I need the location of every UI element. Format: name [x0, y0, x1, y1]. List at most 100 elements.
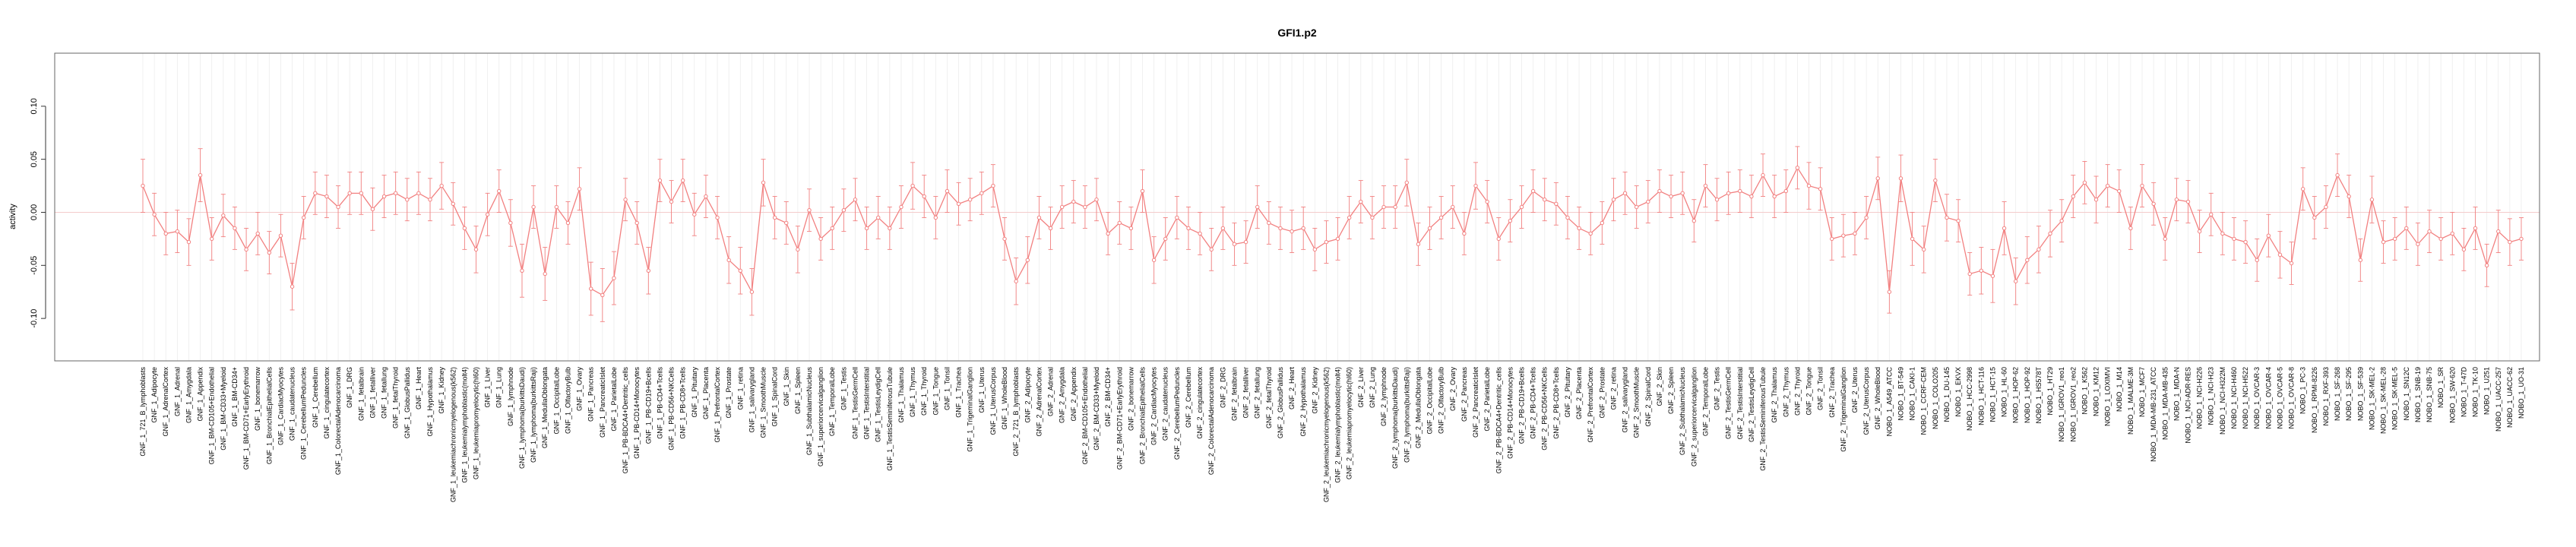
data-point	[1059, 204, 1065, 210]
data-point	[726, 258, 731, 263]
x-tick-label: GNF_2_CerebellumPeduncles	[1173, 367, 1181, 460]
x-tick-label: NOBO_1_HS578T	[2035, 367, 2043, 424]
x-tick-label: GNF_1_Pituitary	[691, 367, 698, 418]
data-point	[565, 220, 571, 226]
x-tick-label: NOBO_1_BT-549	[1897, 367, 1904, 421]
x-tick-label: GNF_2_lymphoma(burkittsRaji)	[1403, 367, 1410, 463]
data-point	[749, 289, 755, 294]
data-point	[818, 236, 823, 242]
x-tick-label: GNF_1_lymphnode	[507, 367, 514, 426]
x-tick-label: GNF_1_MedullaOblongata	[541, 367, 549, 448]
x-tick-label: NOBO_1_OVCAR-4	[2264, 367, 2272, 429]
x-tick-label: GNF_1_TestisGermCell	[851, 367, 859, 439]
data-point	[1887, 289, 1892, 294]
y-tick-label: 0.10	[30, 98, 39, 114]
x-tick-label: NOBO_1_SF-268	[2334, 367, 2341, 421]
x-tick-label: NOBO_1_SK-MEL-2	[2368, 367, 2375, 430]
data-point	[623, 198, 628, 202]
data-point	[290, 284, 295, 289]
data-point	[1370, 215, 1375, 220]
data-point	[1301, 226, 1305, 231]
data-point	[1209, 247, 1214, 252]
data-point	[991, 183, 995, 188]
data-point	[1186, 226, 1191, 231]
x-tick-label: GNF_1_Cerebellum	[312, 367, 319, 428]
x-tick-label: GNF_2_Ovary	[1449, 367, 1457, 412]
x-tick-label: GNF_2_bonemarrow	[1127, 367, 1135, 432]
x-tick-label: GNF_2_TrigeminalGanglion	[1840, 367, 1847, 452]
data-point	[1496, 236, 1501, 242]
x-tick-label: NOBO_1_LOXIMVI	[2104, 367, 2112, 426]
data-point	[163, 231, 168, 236]
data-point	[967, 198, 973, 202]
data-point	[2071, 194, 2075, 199]
x-tick-label: GNF_2_salivarygland	[1622, 367, 1629, 433]
x-tick-label: GNF_2_Prostate	[1598, 367, 1606, 419]
data-point	[451, 201, 455, 207]
x-tick-label: NOBO_1_SR	[2437, 367, 2445, 409]
x-tick-label: GNF_2_leukemiapromyelocytic(hl60)	[1346, 367, 1353, 479]
x-tick-label: NOBO_1_UACC-62	[2506, 367, 2514, 428]
data-point	[2484, 263, 2489, 268]
data-point	[979, 191, 984, 196]
y-tick-label: 0.05	[30, 151, 39, 167]
x-tick-label: GNF_1_lymphoma(burkittsDaudi)	[518, 367, 526, 469]
data-point	[1554, 201, 1559, 207]
data-point	[1220, 226, 1226, 231]
x-tick-label: NOBO_1_PC-3	[2299, 367, 2307, 414]
data-point	[416, 191, 421, 196]
x-tick-label: GNF_2_caudatenucleus	[1162, 367, 1169, 441]
data-point	[347, 191, 352, 196]
x-tick-label: GNF_1_BM-CD33+Myeloid	[220, 367, 227, 451]
x-tick-label: GNF_2_BronchialEpithelialCells	[1139, 367, 1147, 465]
data-point	[1611, 198, 1616, 202]
x-tick-label: GNF_1_TestisInterstitial	[863, 367, 871, 440]
data-point	[2301, 187, 2305, 191]
x-tick-labels: GNF_1_721_B_lymphoblasts GNF_1_Adipocyte G…	[139, 367, 2525, 503]
data-point	[680, 178, 685, 183]
data-point	[1278, 226, 1283, 231]
data-point	[175, 229, 180, 234]
data-point	[1680, 191, 1685, 196]
x-tick-label: GNF_1_Hypothalamus	[426, 367, 434, 437]
data-point	[1473, 183, 1478, 188]
x-tick-label: GNF_1_GlobusPallidus	[403, 367, 411, 439]
data-point	[1956, 218, 1960, 223]
data-point	[738, 268, 742, 273]
data-point	[853, 198, 858, 202]
data-point	[233, 226, 237, 231]
x-tick-label: NOBO_1_SK-MEL-28	[2380, 367, 2388, 434]
data-point	[2220, 231, 2225, 236]
x-tick-label: GNF_1_Prostate	[725, 367, 733, 419]
x-tick-label: GNF_1_caudatenucleus	[289, 367, 296, 441]
x-tick-label: NOBO_1_MDA-N	[2173, 367, 2180, 421]
data-point	[635, 220, 639, 226]
data-point	[669, 199, 674, 204]
x-tick-label: GNF_1_WholeBlood	[1001, 367, 1008, 430]
data-point	[2002, 226, 2007, 231]
data-point	[2197, 229, 2202, 234]
data-point	[2093, 198, 2099, 202]
x-tick-label: GNF_1_TrigeminalGanglion	[967, 367, 974, 452]
data-point	[152, 212, 157, 217]
data-point	[2059, 218, 2064, 223]
x-tick-label: GNF_1_CerebellumPeduncles	[300, 367, 308, 460]
x-tick-label: GNF_1_retina	[736, 367, 744, 410]
data-point	[2185, 199, 2191, 204]
x-tick-label: GNF_2_Skin	[1656, 367, 1663, 406]
x-tick-label: NOBO_1_NCI-H226	[2196, 367, 2204, 429]
x-tick-label: NOBO_1_MDA-MB-435	[2161, 367, 2169, 440]
data-point	[244, 247, 248, 252]
data-point	[1669, 194, 1673, 199]
x-tick-label: GNF_1_Adrenal	[173, 367, 181, 416]
x-tick-label: NOBO_1_OVCAR-3	[2253, 367, 2261, 429]
data-point	[796, 247, 800, 252]
data-point	[473, 247, 479, 252]
x-tick-label: GNF_2_ParietalLobe	[1483, 367, 1491, 432]
x-tick-label: GNF_1_PB-CD8+Tcells	[679, 367, 687, 439]
data-point	[2140, 183, 2144, 188]
data-point	[876, 215, 881, 220]
data-point	[841, 207, 847, 213]
data-point	[2025, 258, 2030, 263]
